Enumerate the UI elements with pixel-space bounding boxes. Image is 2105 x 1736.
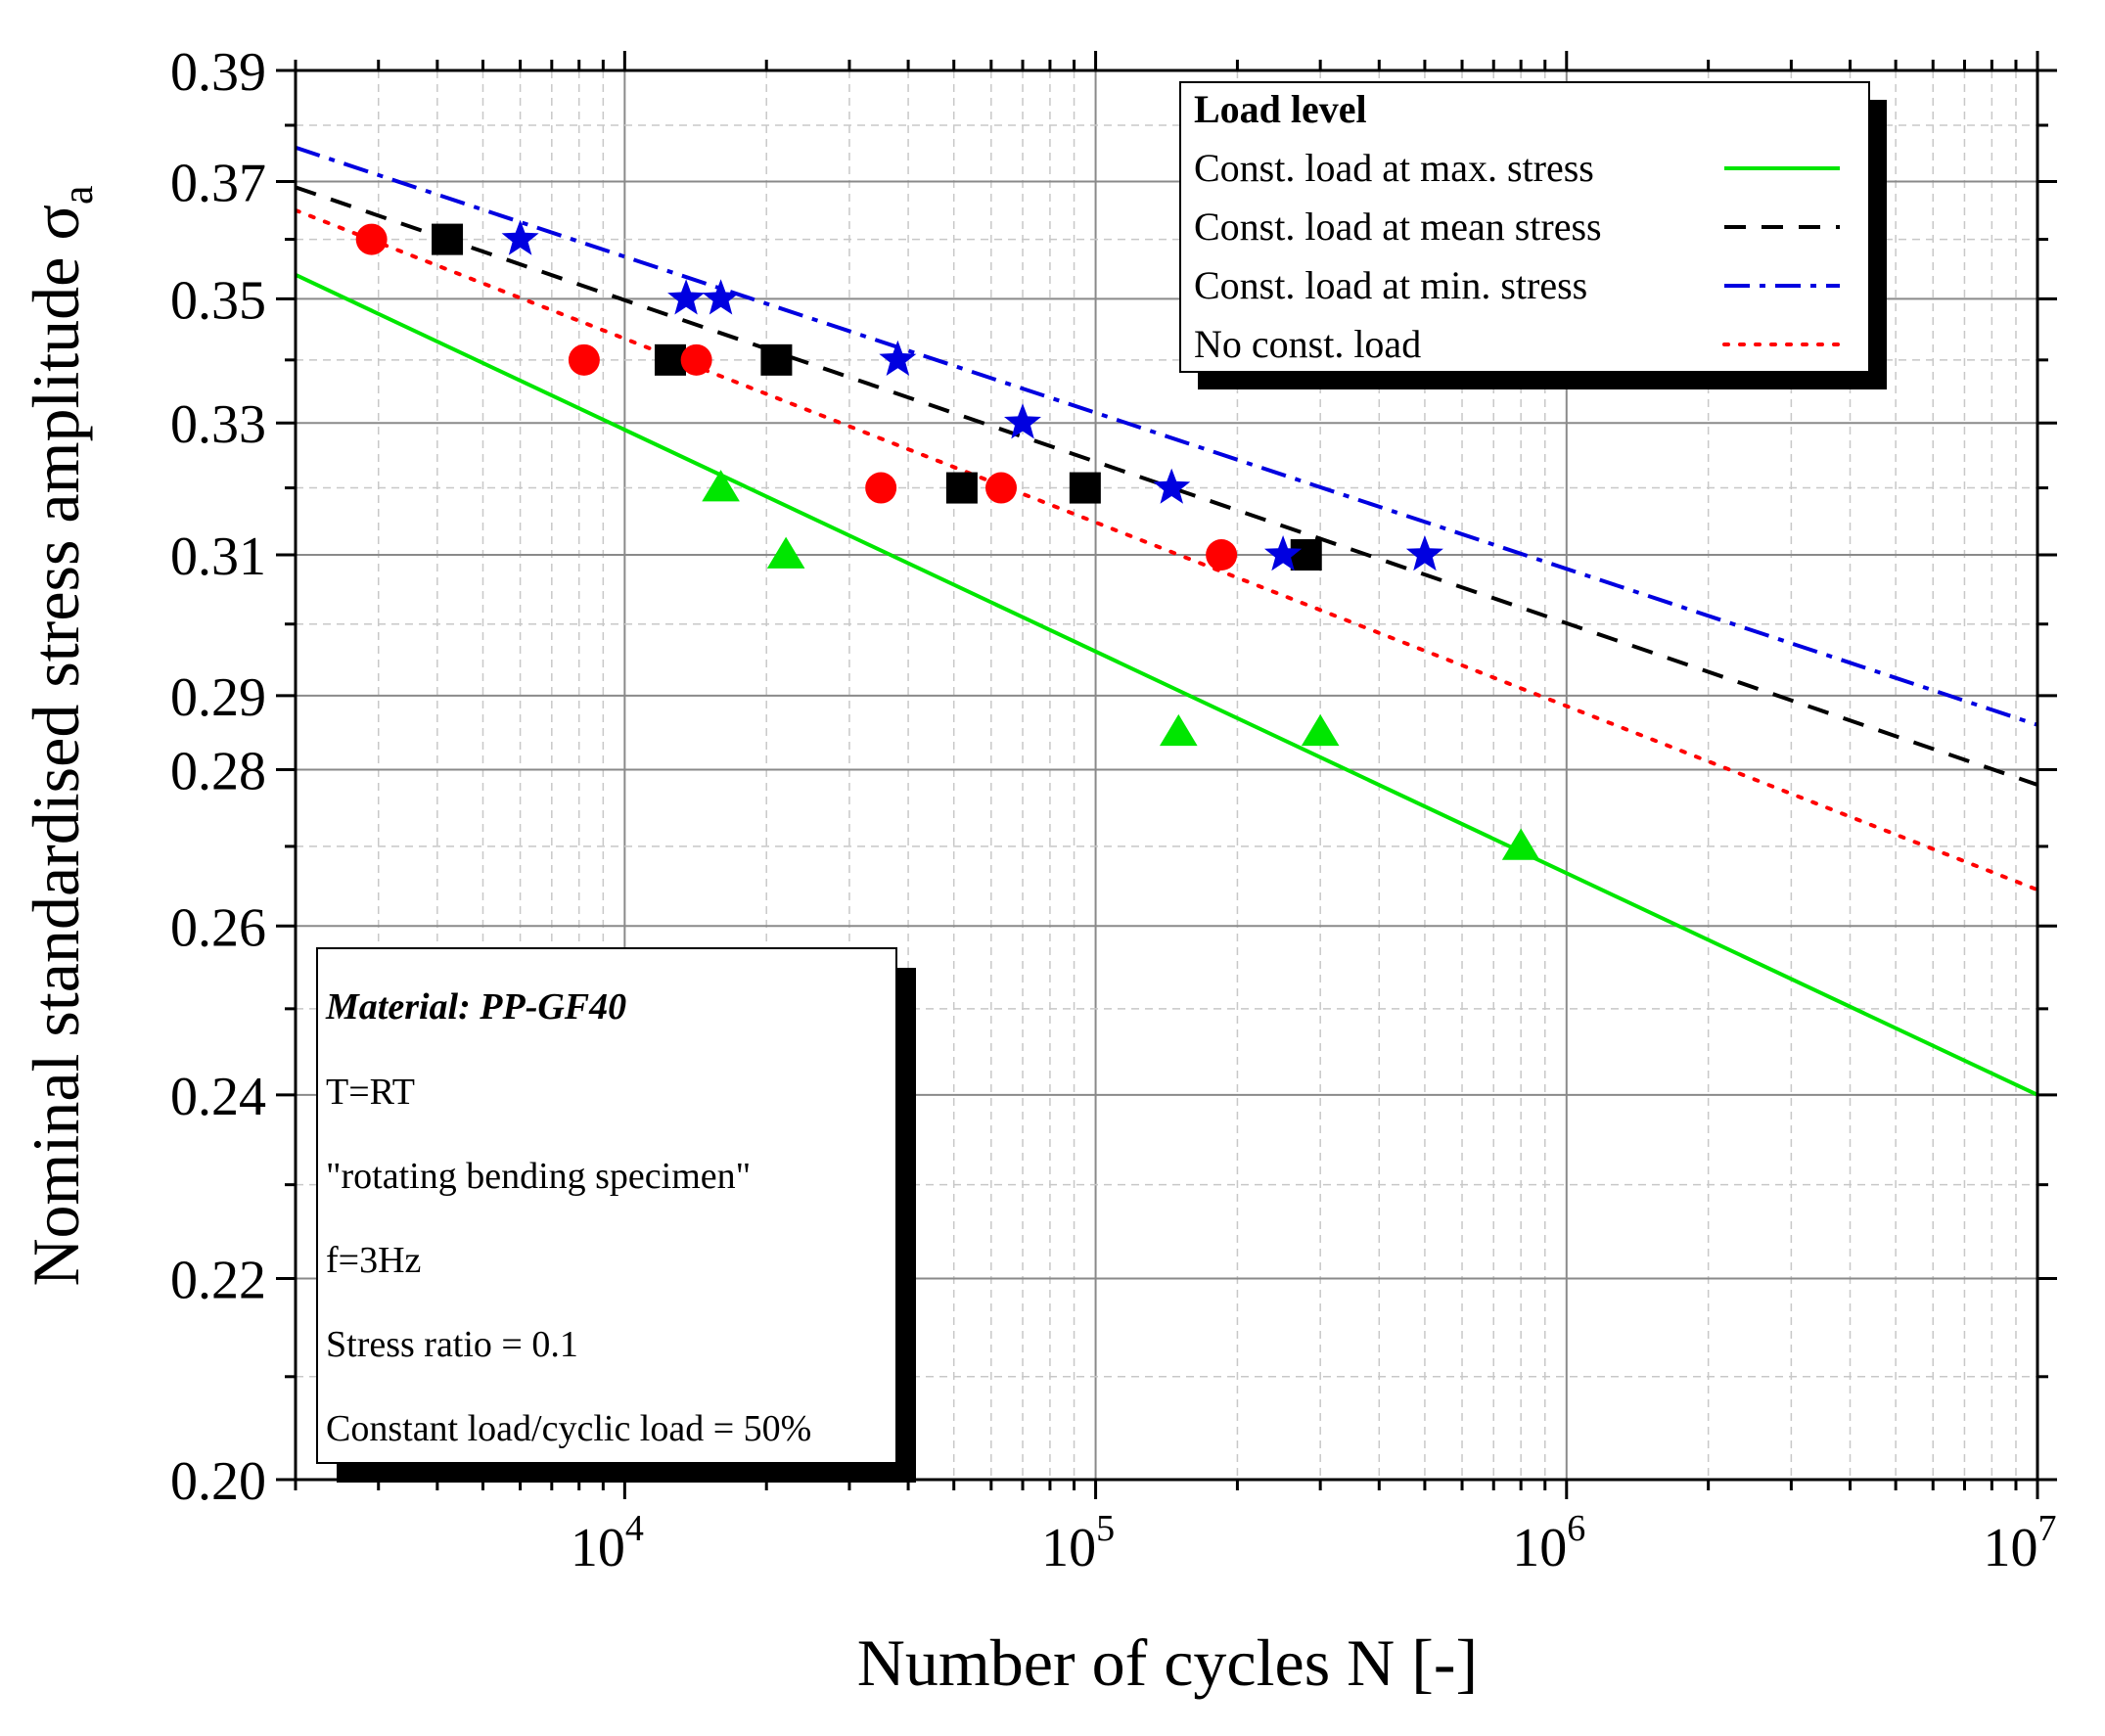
info-line: Constant load/cyclic load = 50% (326, 1408, 811, 1449)
x-axis-label: Number of cycles N [-] (857, 1625, 1478, 1700)
y-axis-label-symbol: σ (19, 205, 93, 241)
data-point-triangle (1501, 828, 1540, 860)
data-point-star (1264, 535, 1303, 571)
x-tick-label-exponent: 5 (1096, 1508, 1115, 1549)
data-point-star (501, 219, 539, 255)
info-line: f=3Hz (326, 1240, 421, 1281)
legend-item-label: Const. load at mean stress (1194, 205, 1602, 249)
data-point-circle (865, 472, 897, 504)
data-point-circle (568, 343, 600, 376)
data-point-circle (1206, 539, 1238, 571)
data-point-circle (985, 472, 1018, 504)
data-point-star (1004, 403, 1041, 439)
fit-line (296, 185, 2037, 787)
x-tick-label-exponent: 6 (1567, 1508, 1585, 1549)
x-tick-label: 107 (1984, 1508, 2057, 1578)
legend-item-label: No const. load (1194, 322, 1421, 366)
legend-items: Const. load at max. stress Const. load at… (1194, 146, 1842, 366)
y-tick-label: 0.20 (170, 1451, 266, 1512)
y-tick-label: 0.31 (170, 526, 266, 587)
x-tick-label: 105 (1041, 1508, 1115, 1578)
x-tick-labels: 104 105 106 107 (571, 1508, 2057, 1578)
x-tick-label: 104 (571, 1508, 644, 1578)
info-line: T=RT (326, 1072, 415, 1113)
info-box-frame (316, 947, 897, 1464)
y-tick-label: 0.35 (170, 270, 266, 331)
data-point-square (760, 343, 793, 376)
axis-ticks (276, 51, 2057, 1499)
data-point-square (1290, 539, 1322, 571)
x-tick-label-base: 10 (1984, 1518, 2038, 1578)
y-tick-label: 0.39 (170, 42, 266, 103)
fit-lines (296, 145, 2037, 1097)
data-point-star (667, 279, 706, 315)
y-tick-label: 0.28 (170, 741, 266, 801)
data-point-square (432, 223, 464, 255)
data-point-star (702, 279, 740, 315)
fit-line (296, 273, 2037, 1097)
fit-line (296, 207, 2037, 892)
plot-frame (294, 69, 2039, 1482)
data-point-square (945, 472, 978, 504)
info-box-title: Material: PP-GF40 (325, 986, 626, 1028)
y-tick-label: 0.37 (170, 154, 266, 214)
legend-title: Load level (1194, 87, 1367, 131)
x-tick-label-exponent: 7 (2038, 1508, 2057, 1549)
data-point-star (1405, 535, 1443, 571)
legend: Load level Const. load at max. stressCon… (1179, 81, 1887, 389)
y-tick-label: 0.24 (170, 1067, 266, 1127)
y-tick-labels: 0.20 0.22 0.24 0.26 0.28 0.29 0.31 0.33 0.35 0.37… (170, 42, 266, 1512)
info-box: Material: PP-GF40 T=RT "rotating bending… (316, 947, 916, 1483)
x-tick-label-base: 10 (1512, 1518, 1567, 1578)
y-tick-label: 0.33 (170, 394, 266, 455)
x-tick-label-base: 10 (571, 1518, 625, 1578)
x-tick-label-base: 10 (1041, 1518, 1096, 1578)
data-point-triangle (1159, 713, 1198, 747)
y-axis-label-text: Nominal standardised stress amplitude (19, 241, 93, 1287)
data-markers (355, 219, 1540, 860)
y-axis-label: Nominal standardised stress amplitude σa (19, 185, 102, 1286)
legend-item-label: Const. load at min. stress (1194, 263, 1587, 307)
legend-item-label: Const. load at max. stress (1194, 146, 1594, 190)
x-tick-label: 106 (1512, 1508, 1585, 1578)
y-tick-label: 0.26 (170, 897, 266, 958)
info-line: Stress ratio = 0.1 (326, 1324, 578, 1365)
info-line: "rotating bending specimen" (326, 1156, 751, 1197)
data-point-triangle (766, 536, 805, 569)
data-point-triangle (1301, 713, 1340, 747)
x-tick-label-exponent: 4 (625, 1508, 644, 1549)
y-tick-label: 0.29 (170, 667, 266, 728)
data-point-star (1153, 468, 1191, 504)
data-point-square (1069, 472, 1101, 504)
data-point-star (879, 340, 917, 376)
data-point-circle (355, 223, 388, 255)
data-point-circle (680, 343, 712, 376)
legend-box (1179, 81, 1870, 373)
fit-line (296, 145, 2037, 727)
data-point-triangle (702, 470, 740, 502)
y-tick-label: 0.22 (170, 1250, 266, 1310)
y-axis-label-subscript: a (54, 185, 102, 205)
